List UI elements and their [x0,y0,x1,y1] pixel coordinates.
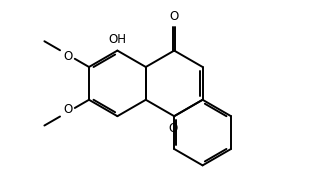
Text: O: O [168,122,177,135]
Text: O: O [64,50,73,63]
Text: OH: OH [108,33,126,46]
Text: O: O [170,10,179,23]
Text: O: O [64,103,73,116]
